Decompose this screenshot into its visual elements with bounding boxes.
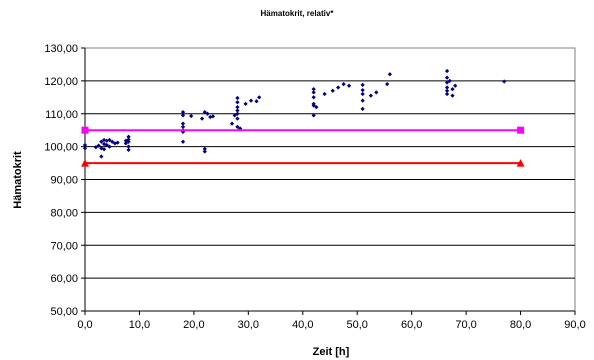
data-point	[235, 108, 240, 113]
data-point	[199, 116, 205, 121]
data-point	[93, 145, 99, 150]
x-tick-label: 50,0	[347, 319, 368, 331]
x-tick-label: 10,0	[129, 319, 150, 331]
data-point	[205, 111, 210, 116]
data-point	[180, 109, 186, 115]
data-point	[101, 147, 107, 152]
triangle-marker	[81, 159, 89, 167]
data-point	[104, 142, 109, 148]
y-tick-label: 120,00	[44, 76, 78, 88]
data-point	[126, 137, 131, 142]
data-point	[126, 134, 131, 139]
chart-title: Hämatokrit, relativ*	[261, 9, 335, 18]
x-axis-title: Zeit [h]	[313, 346, 350, 358]
y-tick-label: 130,00	[44, 43, 78, 55]
y-tick-label: 80,00	[50, 207, 78, 219]
data-point	[248, 98, 254, 103]
y-axis-title: Hämatokrit	[12, 151, 24, 209]
y-tick-label: 70,00	[50, 240, 78, 252]
data-point	[235, 95, 240, 101]
data-point	[235, 105, 240, 110]
data-point	[202, 109, 207, 115]
data-point	[99, 139, 104, 144]
data-point	[235, 100, 240, 105]
data-point	[96, 143, 101, 148]
x-tick-label: 60,0	[401, 319, 422, 331]
data-point	[232, 113, 237, 118]
data-point	[180, 139, 186, 144]
data-point	[229, 121, 235, 126]
triangle-marker	[516, 159, 525, 167]
data-point	[82, 146, 88, 151]
data-point	[126, 144, 131, 149]
data-point	[189, 113, 194, 119]
data-point	[123, 141, 128, 146]
data-point	[180, 121, 186, 126]
x-tick-label: 30,0	[238, 319, 259, 331]
data-point	[107, 137, 112, 143]
data-point	[243, 101, 248, 107]
data-point	[180, 124, 186, 130]
x-tick-label: 90,0	[564, 319, 585, 331]
data-point	[110, 139, 115, 144]
data-series	[81, 68, 525, 167]
data-point	[235, 111, 240, 116]
y-tick-label: 60,00	[50, 273, 78, 285]
data-point	[126, 147, 131, 153]
y-tick-label: 100,00	[44, 142, 78, 154]
data-point	[235, 116, 240, 121]
y-tick-label: 50,00	[50, 306, 78, 318]
square-marker	[81, 126, 89, 134]
y-tick-label: 110,00	[45, 109, 78, 121]
axes: 50,00 60,00 70,00 80,00 90,00 100,00 110,00 120…	[44, 43, 585, 331]
x-tick-label: 70,0	[455, 319, 476, 331]
x-tick-label: 80,0	[510, 319, 531, 331]
gridlines	[85, 80, 575, 279]
data-point	[126, 139, 131, 144]
data-point	[115, 140, 120, 145]
data-point	[82, 142, 88, 148]
x-tick-label: 20,0	[183, 319, 204, 331]
x-tick-label: 40,0	[292, 319, 313, 331]
square-marker	[517, 126, 525, 134]
data-point	[235, 124, 240, 130]
data-point	[107, 144, 112, 149]
x-tick-label: 0,0	[77, 319, 92, 331]
data-point	[202, 146, 207, 152]
y-tick-label: 90,00	[50, 175, 78, 187]
data-point	[99, 154, 104, 159]
data-point	[210, 114, 216, 119]
data-point	[180, 113, 186, 118]
data-point	[202, 149, 207, 154]
